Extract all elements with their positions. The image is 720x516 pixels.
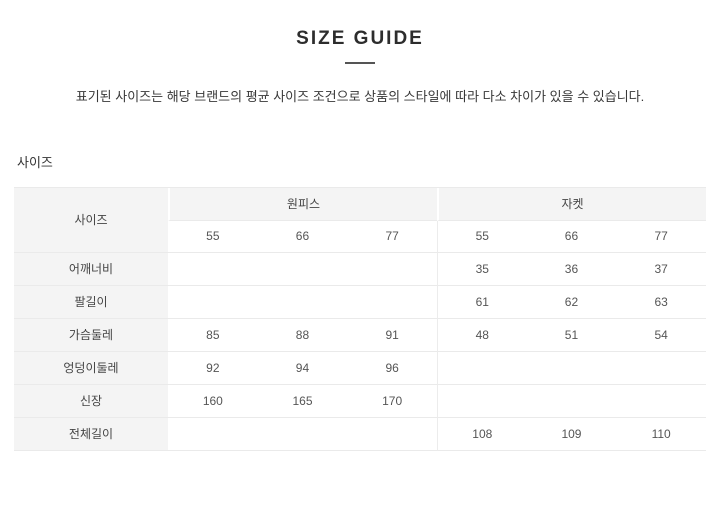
size-cell [526,384,617,418]
size-guide-description: 표기된 사이즈는 해당 브랜드의 평균 사이즈 조건으로 상품의 스타일에 따라… [75,89,645,104]
size-cell: 94 [257,351,348,385]
table-row-total-length: 전체길이 108 109 110 [14,417,706,451]
row-label: 어깨너비 [14,252,168,286]
size-cell [347,285,437,319]
size-cell [347,252,437,286]
size-col-header-onepiece-66: 66 [257,220,348,253]
size-cell [526,351,617,385]
size-cell [257,417,348,451]
size-cell: 35 [436,252,527,286]
size-cell: 160 [168,384,258,418]
table-size-header-row: 55 66 77 55 66 77 [14,220,706,253]
size-cell [168,417,258,451]
size-cell: 51 [526,318,617,352]
size-cell [257,285,348,319]
size-cell: 48 [436,318,527,352]
table-row-shoulder-width: 어깨너비 35 36 37 [14,252,706,286]
table-group-header-row: 사이즈 원피스 자켓 [14,187,706,253]
title-divider [345,62,375,64]
size-cell: 96 [347,351,437,385]
size-cell: 109 [526,417,617,451]
row-label: 신장 [14,384,168,418]
size-cell: 108 [436,417,527,451]
size-cell [436,351,527,385]
row-label: 팔길이 [14,285,168,319]
size-cell: 85 [168,318,258,352]
size-cell [436,384,527,418]
size-cell: 170 [347,384,437,418]
table-row-height: 신장 160 165 170 [14,384,706,418]
size-cell: 110 [616,417,706,451]
size-cell [347,417,437,451]
size-cell: 61 [436,285,527,319]
group-header-onepiece: 원피스 [168,187,437,221]
page-title: SIZE GUIDE [296,28,424,49]
row-label: 가슴둘레 [14,318,168,352]
table-row-chest: 가슴둘레 85 88 91 48 51 54 [14,318,706,352]
size-cell: 92 [168,351,258,385]
section-label-size: 사이즈 [17,154,53,170]
size-cell: 36 [526,252,617,286]
size-cell [616,384,706,418]
size-table: 사이즈 원피스 자켓 55 66 77 55 66 77 어깨너비 [14,186,706,451]
size-col-header-onepiece-77: 77 [347,220,437,253]
size-cell: 88 [257,318,348,352]
group-header-jacket: 자켓 [436,187,706,221]
size-guide-header: SIZE GUIDE 표기된 사이즈는 해당 브랜드의 평균 사이즈 조건으로 … [0,0,720,105]
size-cell: 165 [257,384,348,418]
table-row-arm-length: 팔길이 61 62 63 [14,285,706,319]
size-col-header-jacket-77: 77 [616,220,706,253]
size-cell: 62 [526,285,617,319]
size-col-header-jacket-55: 55 [436,220,527,253]
size-cell: 54 [616,318,706,352]
size-col-header-jacket-66: 66 [526,220,617,253]
size-cell [616,351,706,385]
corner-header-size: 사이즈 [14,187,168,253]
row-label: 전체길이 [14,417,168,451]
size-cell [168,252,258,286]
size-cell: 37 [616,252,706,286]
size-cell [257,252,348,286]
size-cell: 63 [616,285,706,319]
row-label: 엉덩이둘레 [14,351,168,385]
size-col-header-onepiece-55: 55 [168,220,258,253]
size-cell: 91 [347,318,437,352]
table-row-hip: 엉덩이둘레 92 94 96 [14,351,706,385]
size-cell [168,285,258,319]
size-section: 사이즈 사이즈 원피스 자켓 55 66 77 55 66 77 [14,152,706,451]
